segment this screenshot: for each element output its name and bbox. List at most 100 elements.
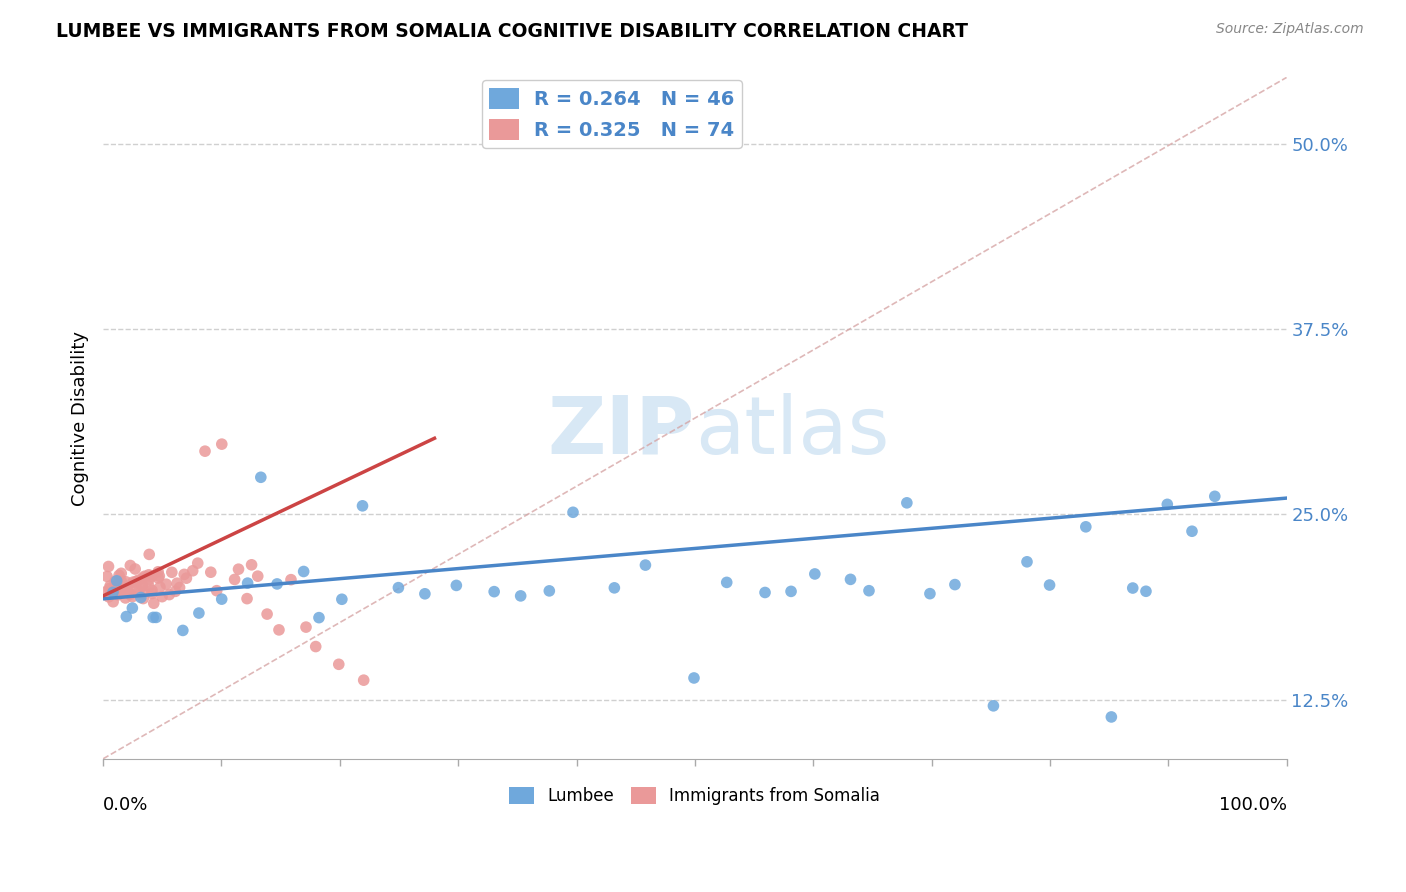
Point [246,569,269,583]
Point [165,584,187,599]
Point [305,640,328,654]
Point [121,601,143,615]
Point [1015,555,1038,569]
Point [780,584,803,599]
Point [101,585,124,599]
Point [1038,578,1060,592]
Point [256,607,278,621]
Point [896,496,918,510]
Legend: Lumbee, Immigrants from Somalia: Lumbee, Immigrants from Somalia [503,780,887,812]
Point [141,569,163,583]
Point [122,575,145,590]
Point [482,584,505,599]
Point [169,581,191,595]
Point [148,569,170,583]
Point [134,569,156,583]
Point [280,573,302,587]
Point [295,620,318,634]
Point [187,556,209,570]
Text: atlas: atlas [695,392,889,471]
Text: Source: ZipAtlas.com: Source: ZipAtlas.com [1216,22,1364,37]
Point [538,583,561,598]
Point [145,610,167,624]
Point [353,673,375,688]
Point [509,589,531,603]
Point [1122,581,1144,595]
Point [108,568,131,582]
Point [138,580,160,594]
Point [200,566,222,580]
Point [107,588,129,602]
Point [194,444,217,458]
Point [157,588,180,602]
Point [146,565,169,579]
Text: 0.0%: 0.0% [103,797,149,814]
Point [115,574,138,589]
Point [128,583,150,598]
Point [93,585,115,599]
Point [603,581,626,595]
Point [858,583,880,598]
Point [166,576,188,591]
Point [124,562,146,576]
Point [236,591,259,606]
Point [115,609,138,624]
Point [181,564,204,578]
Point [131,586,153,600]
Point [114,591,136,605]
Point [150,590,173,604]
Point [104,574,127,589]
Point [138,548,160,562]
Point [804,566,827,581]
Point [228,562,250,576]
Point [160,566,183,580]
Point [131,571,153,585]
Point [141,583,163,598]
Point [236,576,259,591]
Point [1074,520,1097,534]
Point [224,573,246,587]
Point [114,585,136,599]
Point [292,565,315,579]
Point [918,587,941,601]
Point [131,579,153,593]
Point [96,569,118,583]
Point [983,698,1005,713]
Point [110,574,132,589]
Point [308,610,330,624]
Point [330,592,353,607]
Point [142,610,165,624]
Point [211,437,233,451]
Point [107,584,129,599]
Point [98,579,121,593]
Point [328,657,350,672]
Point [240,558,263,572]
Point [266,577,288,591]
Point [138,573,160,587]
Point [129,591,152,605]
Text: ZIP: ZIP [547,392,695,471]
Point [120,558,142,573]
Point [98,582,121,596]
Point [1156,497,1178,511]
Point [100,587,122,601]
Point [250,470,273,484]
Point [634,558,657,573]
Point [131,578,153,592]
Point [413,587,436,601]
Point [1099,710,1122,724]
Point [205,583,228,598]
Point [1204,489,1226,503]
Point [446,578,468,592]
Point [101,595,124,609]
Point [839,573,862,587]
Point [142,596,165,610]
Point [149,580,172,594]
Point [121,590,143,604]
Point [105,579,128,593]
Point [187,606,209,620]
Point [211,592,233,607]
Point [110,566,132,581]
Point [127,574,149,588]
Text: LUMBEE VS IMMIGRANTS FROM SOMALIA COGNITIVE DISABILITY CORRELATION CHART: LUMBEE VS IMMIGRANTS FROM SOMALIA COGNIT… [56,22,969,41]
